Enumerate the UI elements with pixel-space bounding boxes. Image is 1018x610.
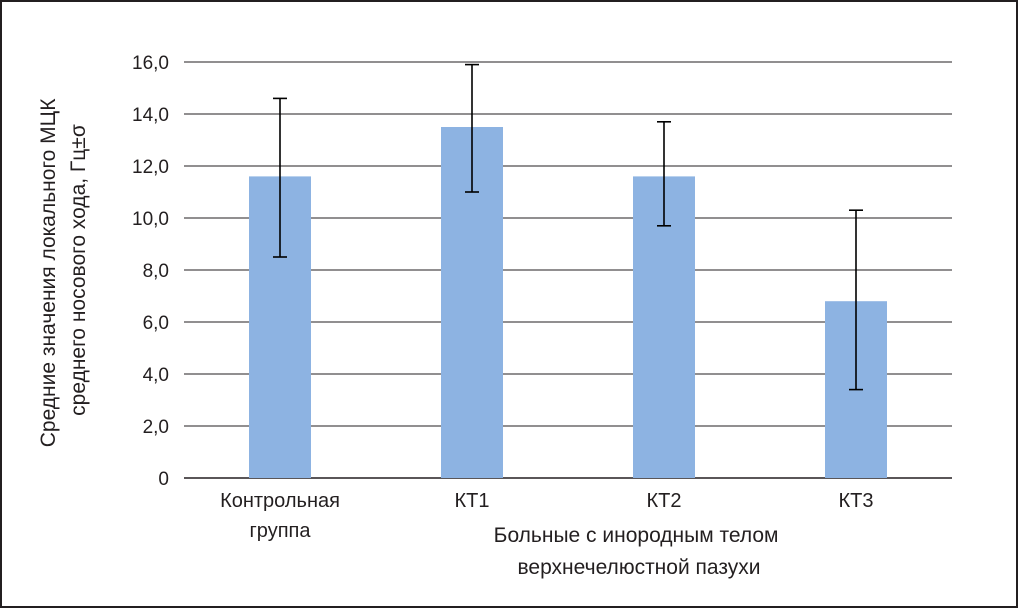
x-category-label: КТ3 (839, 490, 874, 512)
y-tick-label: 12,0 (132, 157, 169, 178)
x-category-label-line: Контрольная (220, 490, 340, 512)
error-bar (849, 209, 863, 391)
x-category-label: Контрольная группа (220, 490, 340, 542)
x-category-label-line: КТ2 (647, 490, 682, 512)
x-category-label-line: КТ3 (839, 490, 874, 512)
y-axis-label-line-2: среднего носового хода, Гц±σ (67, 124, 90, 416)
x-category-label: КТ1 (455, 490, 490, 512)
bar (633, 176, 695, 478)
bars (249, 127, 887, 478)
y-axis-label: Средние значения локального МЦК среднего… (37, 93, 90, 448)
error-bar (465, 63, 479, 193)
x-category-label-line: КТ1 (455, 490, 490, 512)
x-category-label: КТ2 (647, 490, 682, 512)
error-bars (273, 63, 863, 391)
y-tick-labels: 0 2,0 4,0 6,0 8,0 10,0 12,0 14,0 16,0 (132, 53, 169, 490)
x-axis-label-line-1: Больные с инородным телом (494, 524, 779, 547)
x-category-label-line: группа (250, 520, 312, 542)
error-bar (273, 97, 287, 258)
gridlines (184, 61, 952, 479)
x-axis-label: Больные с инородным телом верхнечелюстно… (494, 524, 785, 579)
y-axis-label-line-1: Средние значения локального МЦК (37, 98, 60, 447)
x-axis-label-line-2: верхнечелюстной пазухи (518, 556, 761, 579)
y-tick-label: 14,0 (132, 105, 169, 126)
y-tick-label: 2,0 (143, 417, 169, 438)
y-tick-label: 8,0 (143, 261, 169, 282)
y-tick-label: 0 (158, 469, 169, 490)
y-tick-label: 4,0 (143, 365, 169, 386)
y-tick-label: 10,0 (132, 209, 169, 230)
x-category-labels: Контрольная группа КТ1 КТ2 КТ3 (220, 490, 873, 542)
y-tick-label: 6,0 (143, 313, 169, 334)
error-bar (657, 121, 671, 227)
y-tick-label: 16,0 (132, 53, 169, 74)
